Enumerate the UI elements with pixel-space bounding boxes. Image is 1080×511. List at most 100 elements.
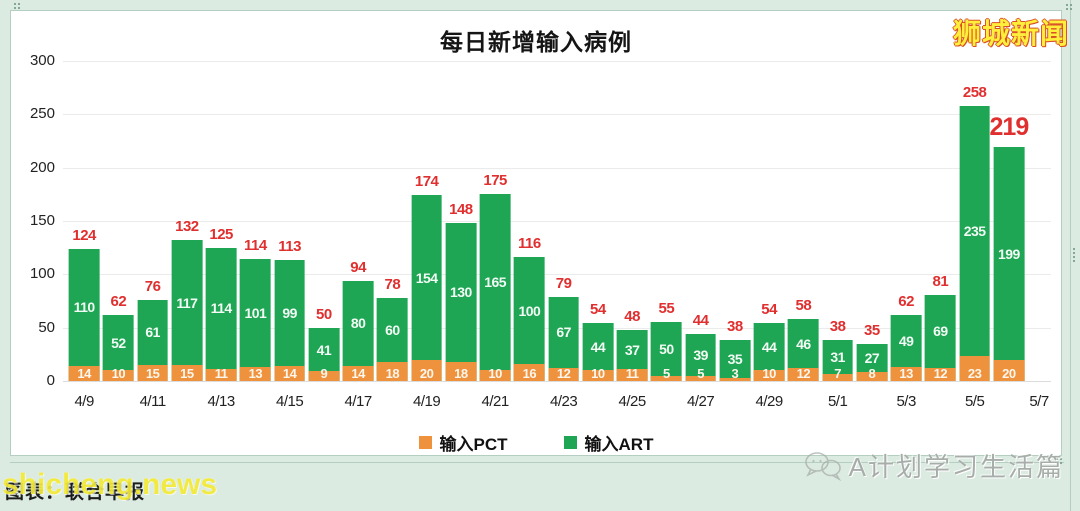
total-label: 76 [144, 277, 161, 295]
art-value-label: 35 [727, 351, 743, 368]
bar-art-segment [753, 323, 785, 381]
chart-source-caption: 图表：联合早报 [5, 482, 146, 503]
bar-4/28: 38 35 3 [718, 61, 752, 381]
chart-title: 每日新增输入病例 [440, 29, 632, 55]
gridline-y250 [63, 114, 1051, 116]
selection-handle-bottom-right[interactable] [1056, 458, 1058, 460]
total-label: 132 [175, 218, 199, 236]
bar-pct-segment [68, 366, 100, 381]
art-value-label: 37 [624, 341, 640, 358]
shicheng-news-logo: 狮城新闻 [953, 18, 1070, 49]
bar-5/1: 38 31 7 [821, 61, 855, 381]
bar-art-segment [719, 340, 751, 381]
bar-art-segment [993, 147, 1025, 381]
art-value-label: 165 [484, 274, 507, 291]
bar-pct-segment [274, 366, 305, 381]
gridline-y100 [63, 274, 1051, 276]
y-tick-label: 100 [29, 265, 55, 283]
art-value-label: 235 [963, 223, 986, 240]
art-value-label: 60 [385, 321, 400, 338]
bar-4/15: 113 99 14 [273, 61, 307, 381]
art-value-label: 39 [693, 346, 708, 363]
bar-art-segment [685, 334, 716, 381]
pct-value-label: 18 [454, 366, 468, 381]
x-tick-label: 4/29 [755, 393, 784, 410]
total-label: 58 [795, 297, 812, 315]
selection-handle-top-left[interactable] [14, 3, 16, 5]
x-tick-label: 4/23 [550, 393, 578, 410]
gridline-y300 [63, 61, 1051, 62]
chart-panel: 每日新增输入病例 124 110 14 62 52 10 76 61 15 132 117 15 125… [10, 10, 1062, 456]
bar-4/23: 79 67 12 [547, 61, 581, 381]
pct-value-label: 3 [731, 366, 739, 381]
bar-pct-segment [479, 370, 511, 381]
legend-label: 输入PCT [439, 435, 508, 454]
art-value-label: 130 [449, 284, 472, 301]
art-value-label: 50 [659, 341, 674, 357]
selection-handle-top-right[interactable] [1066, 4, 1068, 6]
bar-pct-segment [377, 361, 408, 381]
bar-pct-segment [240, 367, 271, 381]
art-value-label: 100 [518, 302, 541, 319]
chat-bubbles-icon [803, 450, 843, 482]
x-tick-label: 5/3 [896, 393, 916, 410]
bar-pct-segment [514, 363, 545, 381]
bar-5/6: 219 199 20 [990, 61, 1029, 381]
bar-pct-segment [822, 373, 853, 381]
total-label: 78 [384, 275, 401, 293]
y-tick-label: 50 [38, 318, 55, 336]
art-value-label: 114 [210, 300, 233, 317]
pct-value-label: 15 [180, 366, 194, 381]
bar-pct-segment [342, 366, 374, 381]
bar-art-segment [377, 297, 408, 381]
x-tick-label: 4/25 [618, 393, 647, 410]
art-value-label: 41 [316, 341, 332, 358]
bar-art-segment [445, 223, 477, 381]
bar-pct-segment [308, 371, 340, 381]
bar-pct-segment [788, 368, 819, 381]
bar-art-segment [103, 314, 134, 381]
pct-value-label: 23 [967, 366, 982, 381]
bar-art-segment [925, 294, 956, 381]
pct-value-label: 11 [214, 366, 228, 381]
y-tick-label: 200 [29, 158, 55, 176]
bar-pct-segment [205, 369, 237, 381]
bar-4/19: 174 154 20 [410, 61, 444, 381]
total-label: 114 [244, 237, 267, 255]
total-label: 116 [518, 235, 541, 253]
art-value-label: 61 [145, 324, 160, 341]
pct-value-label: 11 [625, 366, 639, 381]
y-tick-label: 0 [46, 372, 55, 389]
pct-value-label: 5 [697, 366, 704, 381]
bar-art-segment [308, 327, 340, 381]
total-label: 62 [898, 292, 914, 310]
legend-item: 输入ART [563, 430, 653, 455]
aplan-watermark-text: A计划学习生活篇 [848, 452, 1064, 482]
selection-handle-right-middle[interactable] [1073, 248, 1075, 250]
bar-4/11: 76 61 15 [136, 61, 170, 381]
bar-pct-segment [616, 369, 648, 381]
bar-art-segment [582, 323, 614, 381]
total-label: 113 [278, 238, 301, 256]
art-value-label: 154 [415, 269, 438, 286]
x-tick-label: 4/19 [413, 393, 441, 410]
bar-pct-segment [103, 370, 134, 381]
bar-4/13: 125 114 11 [204, 61, 238, 381]
bar-art-segment [651, 322, 682, 381]
bar-4/25: 48 37 11 [615, 61, 649, 381]
bar-4/20: 148 130 18 [444, 61, 478, 381]
x-tick-label: 4/21 [481, 393, 510, 410]
legend-swatch [563, 436, 577, 449]
total-label: 174 [414, 173, 439, 191]
pct-value-label: 10 [488, 366, 502, 381]
bar-pct-segment [890, 367, 922, 381]
bar-4/30: 58 46 12 [786, 61, 820, 381]
x-tick-label: 4/11 [139, 393, 167, 410]
y-tick-label: 250 [29, 105, 55, 123]
total-label: 54 [590, 301, 606, 319]
x-tick-label: 4/9 [74, 393, 94, 410]
x-tick-label: 4/13 [207, 393, 236, 410]
bar-4/16: 50 41 9 [307, 61, 341, 381]
bar-4/12: 132 117 15 [170, 61, 204, 381]
bar-pct-segment [445, 361, 477, 381]
